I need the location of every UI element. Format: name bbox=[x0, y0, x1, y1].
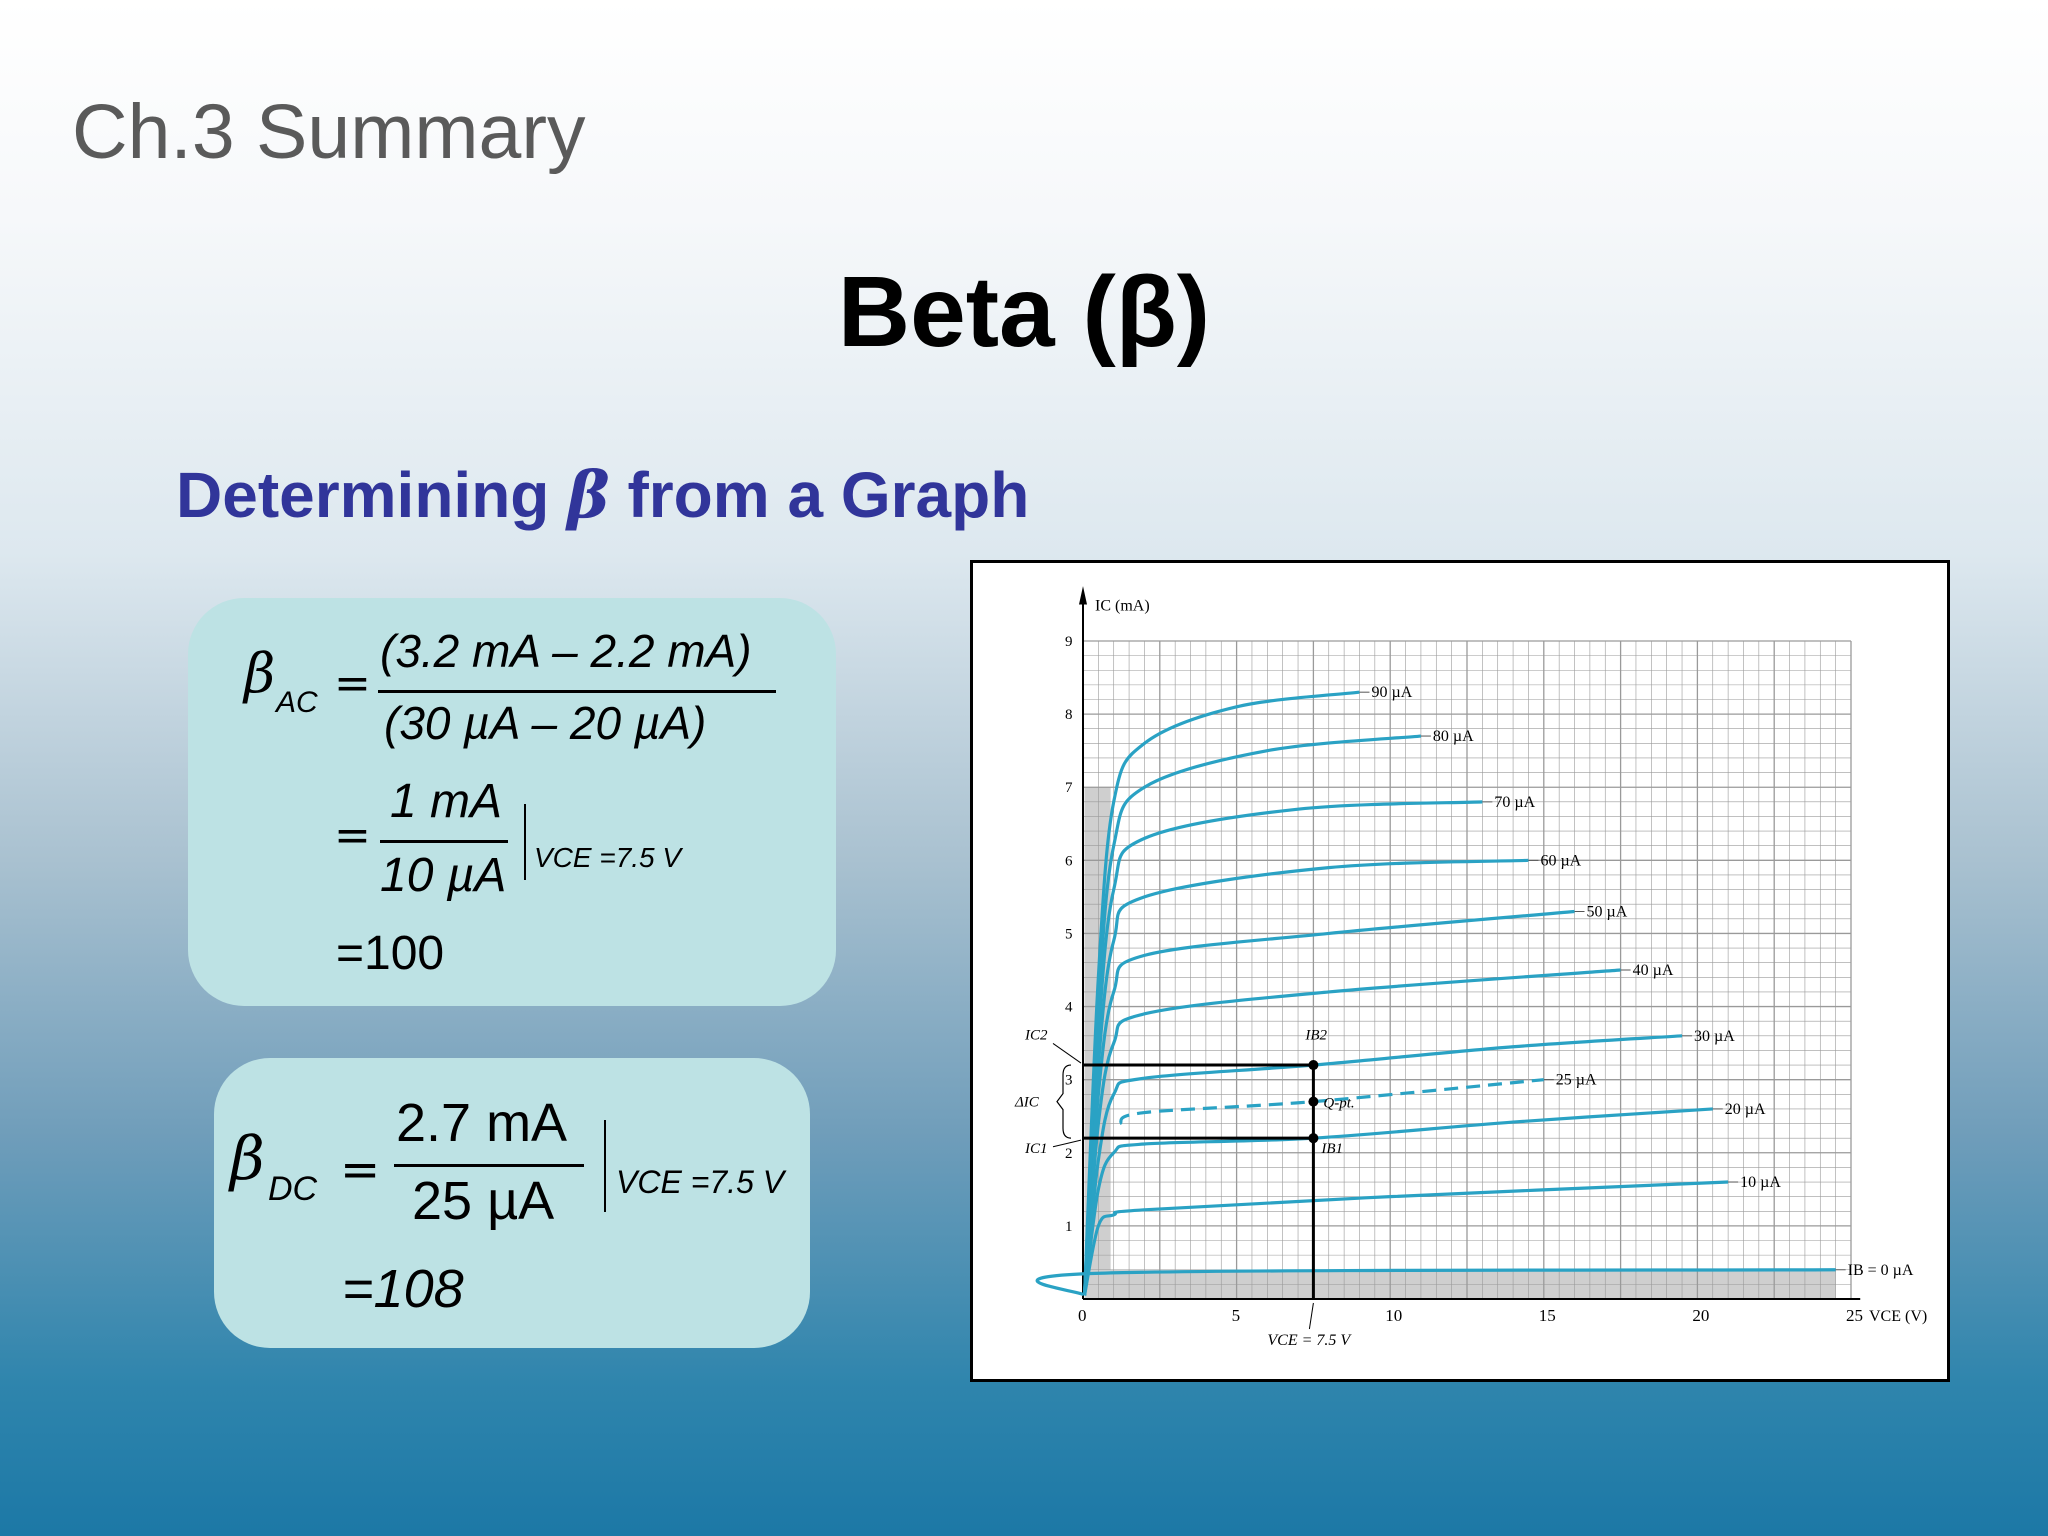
y-tick-label: 4 bbox=[1065, 1000, 1073, 1016]
beta-dc-denominator: 25 µA bbox=[412, 1171, 555, 1231]
operating-point-marker bbox=[1308, 1133, 1319, 1144]
curve-label: 10 µA bbox=[1740, 1174, 1781, 1191]
curve-label: 80 µA bbox=[1433, 728, 1474, 745]
curve-label: 40 µA bbox=[1633, 962, 1674, 979]
operating-point-marker bbox=[1308, 1096, 1319, 1107]
beta-ac-numerator: (3.2 mA – 2.2 mA) bbox=[380, 625, 752, 677]
x-tick-label: 5 bbox=[1232, 1306, 1241, 1325]
x-axis-title: VCE (V) bbox=[1869, 1308, 1927, 1325]
beta-ac-result: =100 bbox=[336, 927, 445, 980]
curve-label: IB = 0 µA bbox=[1848, 1262, 1914, 1279]
ic1-leader bbox=[1052, 1139, 1082, 1148]
vce-label: VCE = 7.5 V bbox=[1267, 1332, 1352, 1349]
beta-ac-eval-bar bbox=[524, 804, 526, 880]
y-tick-label: 9 bbox=[1065, 634, 1073, 650]
y-axis-title: IC (mA) bbox=[1095, 597, 1150, 614]
delta-ic-label: ΔIC bbox=[1014, 1095, 1040, 1111]
beta-dc-result: =108 bbox=[342, 1259, 464, 1319]
beta-ac-equals: = bbox=[334, 658, 371, 709]
y-tick-label: 1 bbox=[1065, 1219, 1073, 1235]
bjt-characteristics-graph: 0 5 10 15 20 25 1 2 3 4 5 6 7 8 9 IC (mA) VCE (V) IB = 0 … bbox=[970, 560, 1950, 1382]
subtitle-beta-symbol: β bbox=[567, 458, 610, 533]
y-tick-label: 2 bbox=[1065, 1146, 1073, 1162]
ic1-label: IC1 bbox=[1024, 1141, 1048, 1157]
beta-dc-symbol: β bbox=[230, 1124, 265, 1194]
subtitle-prefix: Determining bbox=[176, 459, 550, 531]
beta-dc-panel: β DC = 2.7 mA 25 µA VCE =7.5 V =108 bbox=[214, 1058, 810, 1348]
curve-5 bbox=[1082, 968, 1621, 1296]
vce-leader bbox=[1308, 1302, 1314, 1330]
slide-title: Beta (β) bbox=[837, 256, 1211, 368]
q-point-label: Q-pt. bbox=[1323, 1096, 1354, 1112]
curve-label: 20 µA bbox=[1725, 1101, 1766, 1118]
y-axis-arrow bbox=[1079, 586, 1087, 605]
beta-ac-step2-numerator: 1 mA bbox=[390, 775, 503, 828]
subtitle-suffix: from a Graph bbox=[627, 459, 1030, 531]
beta-ac-subscript: AC bbox=[276, 686, 318, 719]
curve-label: 50 µA bbox=[1587, 904, 1628, 921]
curve-label: 25 µA bbox=[1556, 1072, 1597, 1089]
beta-ac-equals-2: = bbox=[334, 810, 371, 861]
beta-ac-condition: VCE =7.5 V bbox=[534, 842, 682, 873]
y-tick-label: 5 bbox=[1065, 926, 1073, 942]
curve-4 bbox=[1082, 1034, 1683, 1296]
x-tick-label: 0 bbox=[1078, 1306, 1087, 1325]
curve-label: 90 µA bbox=[1371, 684, 1412, 701]
curve-0 bbox=[1035, 1268, 1836, 1297]
ib1-label: IB1 bbox=[1320, 1141, 1343, 1157]
section-title: Ch.3 Summary bbox=[72, 89, 586, 175]
y-tick-label: 3 bbox=[1065, 1073, 1073, 1089]
ic2-leader bbox=[1052, 1043, 1082, 1064]
beta-ac-symbol: β bbox=[244, 642, 276, 705]
characteristics-chart-svg: 0 5 10 15 20 25 1 2 3 4 5 6 7 8 9 IC (mA) VCE (V) IB = 0 … bbox=[1014, 586, 1927, 1349]
curve-3 bbox=[1118, 1078, 1544, 1125]
beta-ac-fraction-bar bbox=[378, 690, 776, 693]
curve-10 bbox=[1082, 690, 1360, 1296]
x-tick-label: 20 bbox=[1692, 1306, 1709, 1325]
beta-ac-denominator: (30 µA – 20 µA) bbox=[384, 697, 707, 749]
beta-dc-numerator: 2.7 mA bbox=[396, 1093, 568, 1153]
beta-ac-panel: β AC = (3.2 mA – 2.2 mA) (30 µA – 20 µA)… bbox=[188, 598, 836, 1006]
ic2-label: IC2 bbox=[1024, 1027, 1048, 1043]
beta-dc-fraction-bar bbox=[394, 1164, 584, 1167]
beta-dc-equals: = bbox=[340, 1142, 381, 1198]
slide-subtitle: Determining β from a Graph bbox=[176, 458, 1029, 533]
curve-label: 60 µA bbox=[1540, 852, 1581, 869]
curve-1 bbox=[1082, 1180, 1729, 1296]
beta-dc-eval-bar bbox=[604, 1120, 606, 1212]
beta-dc-subscript: DC bbox=[268, 1170, 318, 1208]
operating-point-marker bbox=[1308, 1060, 1319, 1071]
ib2-label: IB2 bbox=[1304, 1027, 1327, 1043]
x-tick-label: 15 bbox=[1539, 1306, 1556, 1325]
curve-label: 30 µA bbox=[1694, 1028, 1735, 1045]
beta-ac-step2-denominator: 10 µA bbox=[380, 849, 507, 902]
beta-dc-condition: VCE =7.5 V bbox=[616, 1164, 785, 1200]
curve-2 bbox=[1082, 1107, 1713, 1296]
curve-label: 70 µA bbox=[1494, 794, 1535, 811]
y-tick-label: 6 bbox=[1065, 853, 1073, 869]
y-tick-label: 8 bbox=[1065, 707, 1073, 723]
x-tick-label: 25 bbox=[1846, 1306, 1863, 1325]
y-tick-label: 7 bbox=[1065, 780, 1073, 796]
beta-ac-step2-bar bbox=[380, 840, 508, 843]
delta-ic-brace bbox=[1056, 1064, 1072, 1139]
x-tick-label: 10 bbox=[1385, 1306, 1402, 1325]
